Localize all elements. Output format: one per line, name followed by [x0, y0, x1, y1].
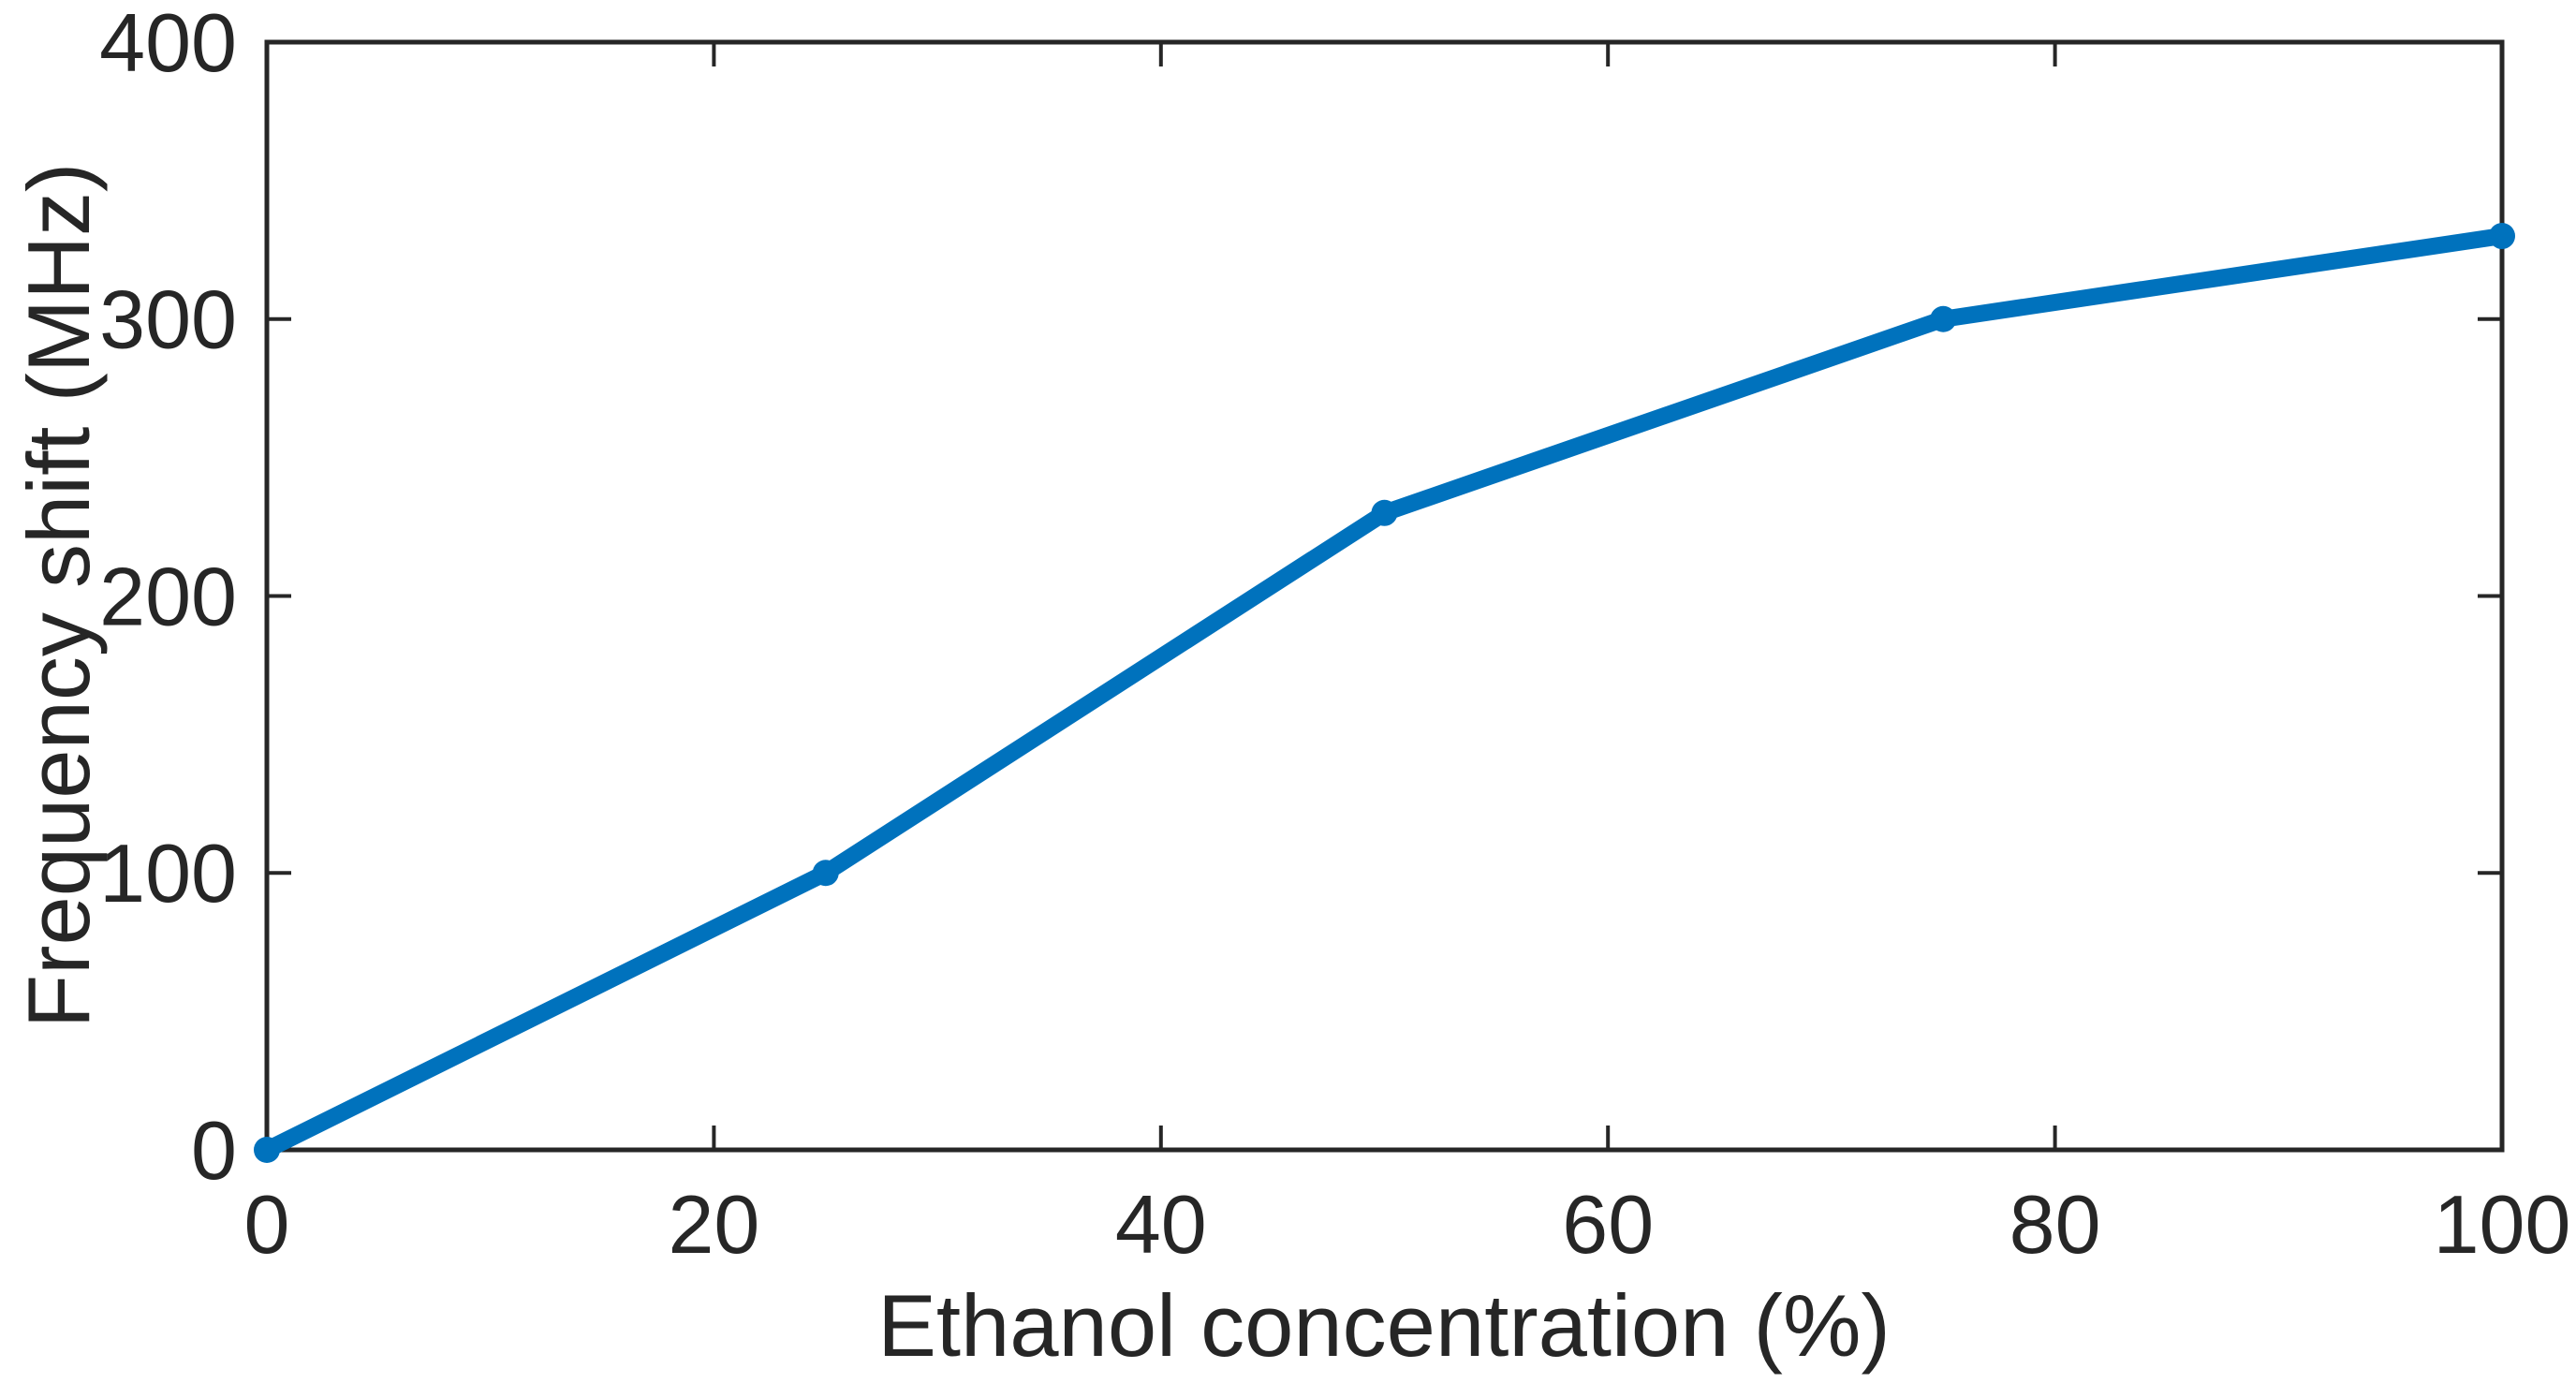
data-point-marker — [812, 860, 839, 887]
x-axis-label: Ethanol concentration (%) — [877, 1276, 1891, 1375]
data-line — [258, 228, 2510, 1158]
y-tick-label: 400 — [99, 0, 237, 89]
x-tick-label: 80 — [2009, 1178, 2101, 1271]
x-tick-label: 60 — [1562, 1178, 1654, 1271]
y-tick-label: 300 — [99, 273, 237, 366]
x-tick-label: 0 — [244, 1178, 290, 1271]
y-tick-label: 0 — [191, 1104, 237, 1197]
y-axis-label: Frequency shift (MHz) — [9, 163, 108, 1029]
data-point-marker — [1371, 499, 1398, 526]
y-tick-label: 200 — [99, 550, 237, 642]
data-point-marker — [2489, 223, 2515, 250]
x-tick-label: 20 — [668, 1178, 759, 1271]
x-tick-label: 100 — [2434, 1178, 2571, 1271]
data-point-marker — [254, 1137, 280, 1163]
x-tick-label: 40 — [1115, 1178, 1207, 1271]
data-point-marker — [1930, 305, 1957, 332]
y-tick-label: 100 — [99, 827, 237, 920]
plot-area: 0 20 40 60 80 100 0 100 200 300 400 — [99, 0, 2570, 1271]
